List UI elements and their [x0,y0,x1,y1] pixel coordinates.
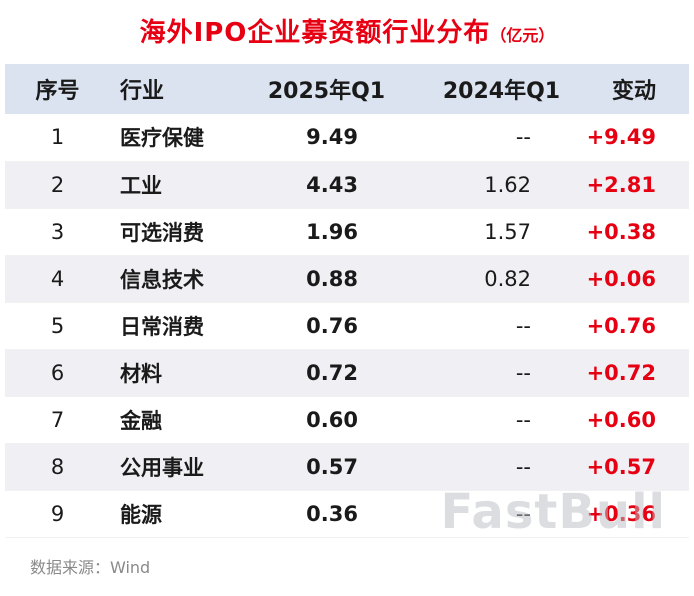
cell-2024q1: 0.82 [400,255,575,303]
cell-2025q1: 0.76 [225,302,400,350]
cell-no: 5 [5,302,110,350]
column-header-change: 变动 [575,64,689,115]
cell-change: +0.36 [575,490,689,538]
cell-2024q1: -- [400,349,575,397]
table-row: 5 日常消费 0.76 -- +0.76 [5,302,689,350]
cell-no: 9 [5,490,110,538]
cell-2025q1: 1.96 [225,208,400,256]
table-row: 2 工业 4.43 1.62 +2.81 [5,161,689,209]
cell-no: 7 [5,396,110,444]
cell-change: +0.06 [575,255,689,303]
cell-no: 3 [5,208,110,256]
cell-2025q1: 4.43 [225,161,400,209]
table-row: 4 信息技术 0.88 0.82 +0.06 [5,255,689,303]
data-source-note: 数据来源：Wind [30,557,151,577]
column-header-2025q1: 2025年Q1 [225,64,400,115]
cell-2024q1: 1.62 [400,161,575,209]
table-body: 1 医疗保健 9.49 -- +9.49 2 工业 4.43 1.62 +2.8… [5,114,689,538]
cell-no: 4 [5,255,110,303]
cell-industry: 信息技术 [110,255,225,303]
table-header-row: 序号 行业 2025年Q1 2024年Q1 变动 [5,64,689,115]
cell-industry: 金融 [110,396,225,444]
table-row: 9 能源 0.36 -- +0.36 [5,490,689,538]
cell-2024q1: 1.57 [400,208,575,256]
cell-2024q1: -- [400,443,575,491]
table-row: 3 可选消费 1.96 1.57 +0.38 [5,208,689,256]
cell-2025q1: 0.57 [225,443,400,491]
cell-2025q1: 9.49 [225,114,400,162]
cell-industry: 工业 [110,161,225,209]
cell-2025q1: 0.60 [225,396,400,444]
cell-industry: 医疗保健 [110,114,225,162]
cell-change: +0.72 [575,349,689,397]
cell-change: +9.49 [575,114,689,162]
cell-2025q1: 0.88 [225,255,400,303]
cell-no: 6 [5,349,110,397]
title-text: 海外IPO企业募资额行业分布 [139,18,491,48]
cell-industry: 可选消费 [110,208,225,256]
page-title: 海外IPO企业募资额行业分布（亿元） [5,18,689,49]
cell-2024q1: -- [400,396,575,444]
table-row: 7 金融 0.60 -- +0.60 [5,396,689,444]
cell-2025q1: 0.72 [225,349,400,397]
cell-no: 2 [5,161,110,209]
cell-change: +0.57 [575,443,689,491]
cell-industry: 能源 [110,490,225,538]
cell-no: 1 [5,114,110,162]
cell-change: +0.60 [575,396,689,444]
title-unit-label: （亿元） [490,26,555,45]
page: 海外IPO企业募资额行业分布（亿元） 序号 行业 2025年Q1 2024年Q1… [5,18,689,577]
column-header-2024q1: 2024年Q1 [400,64,575,115]
cell-2024q1: -- [400,302,575,350]
cell-industry: 公用事业 [110,443,225,491]
cell-2024q1: -- [400,114,575,162]
ipo-industry-table: 序号 行业 2025年Q1 2024年Q1 变动 1 医疗保健 9.49 -- … [5,64,689,538]
cell-change: +0.38 [575,208,689,256]
cell-2024q1: -- [400,490,575,538]
cell-change: +0.76 [575,302,689,350]
column-header-industry: 行业 [110,64,225,115]
table-row: 8 公用事业 0.57 -- +0.57 [5,443,689,491]
cell-2025q1: 0.36 [225,490,400,538]
cell-no: 8 [5,443,110,491]
column-header-no: 序号 [5,64,110,115]
cell-change: +2.81 [575,161,689,209]
cell-industry: 日常消费 [110,302,225,350]
table-row: 1 医疗保健 9.49 -- +9.49 [5,114,689,162]
cell-industry: 材料 [110,349,225,397]
table-row: 6 材料 0.72 -- +0.72 [5,349,689,397]
